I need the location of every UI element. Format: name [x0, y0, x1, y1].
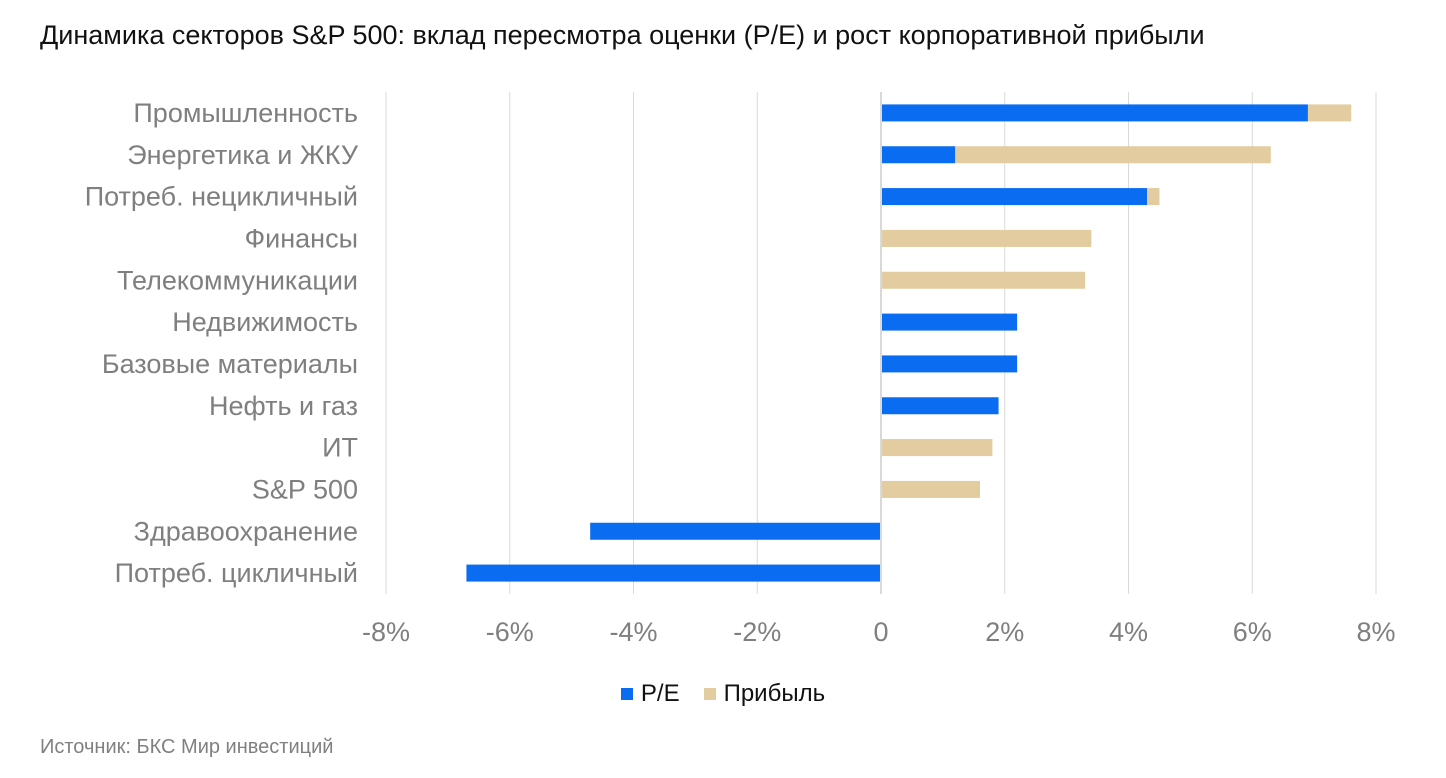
bar-profit — [1147, 188, 1160, 206]
x-tick-label: 4% — [1109, 617, 1148, 647]
bar-pe — [466, 564, 881, 582]
category-label: Нефть и газ — [209, 391, 358, 421]
gridlines — [385, 92, 1377, 594]
bar-pe — [881, 355, 1018, 373]
bar-pe — [881, 146, 956, 164]
category-label: Потреб. цикличный — [115, 558, 358, 588]
bar-profit — [881, 439, 993, 457]
x-tick-label: -8% — [362, 617, 410, 647]
x-tick-label: 0 — [873, 617, 888, 647]
x-tick-label: -4% — [609, 617, 657, 647]
bar-profit — [881, 229, 1092, 247]
category-label: Промышленность — [133, 98, 358, 128]
bar-profit — [1307, 104, 1352, 122]
category-label: ИТ — [322, 433, 358, 463]
legend-label-pe: P/E — [640, 680, 680, 707]
legend-item-pe: P/E — [620, 680, 680, 708]
bar-pe — [881, 313, 1018, 331]
x-tick-label: -6% — [486, 617, 534, 647]
category-label: S&P 500 — [252, 474, 358, 504]
bar-pe — [590, 522, 881, 540]
category-label: Здравоохранение — [134, 516, 358, 546]
x-tick-label: 6% — [1233, 617, 1272, 647]
category-label: Телекоммуникации — [117, 265, 358, 295]
x-tick-label: -2% — [733, 617, 781, 647]
legend-swatch-pe — [620, 688, 633, 700]
legend-label-profit: Прибыль — [723, 680, 826, 707]
bars — [466, 104, 1352, 582]
legend-swatch-profit — [703, 688, 716, 700]
source-note: Источник: БКС Мир инвестиций — [40, 736, 334, 758]
x-tick-label: 2% — [985, 617, 1024, 647]
bar-profit — [955, 146, 1271, 164]
x-tick-label: 8% — [1356, 617, 1395, 647]
legend-item-profit: Прибыль — [703, 680, 826, 708]
bar-profit — [881, 480, 980, 498]
bar-pe — [881, 104, 1308, 122]
legend: P/E Прибыль — [0, 680, 1446, 708]
category-label: Потреб. нецикличный — [85, 182, 358, 212]
category-labels: Промышленность Энергетика и ЖКУ Потреб. не… — [85, 98, 359, 588]
bar-profit — [881, 271, 1086, 289]
category-label: Недвижимость — [172, 307, 358, 337]
category-label: Энергетика и ЖКУ — [127, 140, 359, 170]
chart-title: Динамика секторов S&P 500: вклад пересмо… — [40, 20, 1205, 50]
category-label: Финансы — [245, 223, 358, 253]
bar-pe — [881, 397, 999, 415]
bar-pe — [881, 188, 1148, 206]
category-label: Базовые материалы — [102, 349, 358, 379]
x-tick-labels: -8% -6% -4% -2% 0 2% 4% 6% 8% — [362, 617, 1396, 647]
bar-chart: Промышленность Энергетика и ЖКУ Потреб. не… — [85, 92, 1396, 647]
